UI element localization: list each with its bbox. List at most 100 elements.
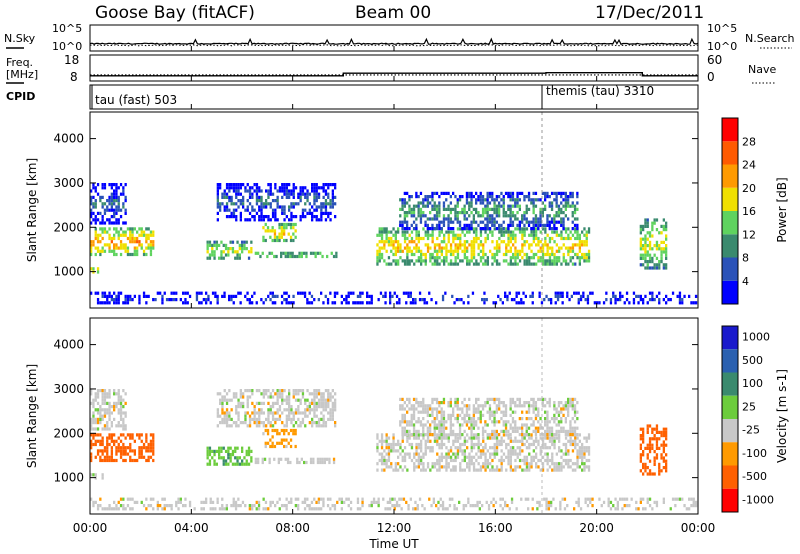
data-cell xyxy=(541,433,544,437)
data-cell xyxy=(129,433,132,437)
data-cell xyxy=(502,433,506,437)
data-cell xyxy=(453,507,456,511)
data-cell xyxy=(458,298,461,302)
data-cell xyxy=(658,260,661,264)
data-cell xyxy=(276,417,279,421)
data-cell xyxy=(417,436,420,440)
data-cell xyxy=(482,436,485,440)
data-cell xyxy=(523,401,526,405)
data-cell xyxy=(406,230,409,234)
data-cell xyxy=(99,252,102,257)
data-cell xyxy=(463,211,466,215)
data-cell xyxy=(535,462,538,466)
data-cell xyxy=(639,469,642,473)
data-cell xyxy=(397,455,400,459)
data-cell xyxy=(96,417,100,421)
data-cell xyxy=(484,227,487,231)
data-cell xyxy=(283,232,286,236)
data-cell xyxy=(408,246,411,250)
data-cell xyxy=(241,462,244,466)
data-cell xyxy=(232,186,236,190)
data-cell xyxy=(110,186,113,190)
data-cell xyxy=(390,446,393,450)
data-cell xyxy=(320,205,323,209)
data-cell xyxy=(456,449,460,453)
data-cell xyxy=(216,392,219,396)
data-cell xyxy=(564,458,568,463)
data-cell xyxy=(576,195,579,199)
data-cell xyxy=(294,408,298,412)
data-cell xyxy=(482,249,485,253)
colorbar-tick-label: -1000 xyxy=(742,493,774,506)
data-cell xyxy=(113,189,116,193)
data-cell xyxy=(574,262,577,266)
data-cell xyxy=(255,389,259,393)
data-cell xyxy=(475,207,478,211)
data-cell xyxy=(482,243,485,247)
data-cell xyxy=(222,459,225,463)
data-cell xyxy=(460,298,463,302)
data-cell xyxy=(133,449,136,453)
data-cell xyxy=(401,420,404,424)
data-cell xyxy=(94,421,97,425)
data-cell xyxy=(452,191,455,195)
data-cell xyxy=(435,191,439,195)
data-cell xyxy=(254,457,257,461)
data-cell xyxy=(467,301,470,305)
data-cell xyxy=(449,397,452,401)
data-cell xyxy=(406,423,409,427)
data-cell xyxy=(255,401,259,405)
data-cell xyxy=(264,428,267,433)
data-cell xyxy=(558,246,561,250)
data-cell xyxy=(498,207,501,211)
data-cell xyxy=(163,291,166,295)
data-cell xyxy=(644,224,647,228)
data-cell xyxy=(408,204,411,208)
data-cell xyxy=(477,246,480,250)
data-cell xyxy=(292,417,295,421)
data-cell xyxy=(96,218,100,222)
data-cell xyxy=(412,298,415,302)
data-cell xyxy=(482,452,485,456)
data-cell xyxy=(221,401,224,405)
data-cell xyxy=(96,298,100,302)
data-cell xyxy=(449,433,452,437)
data-cell xyxy=(299,411,302,415)
data-cell xyxy=(564,246,568,250)
data-cell xyxy=(486,401,489,405)
data-cell xyxy=(258,408,261,412)
data-cell xyxy=(512,252,515,257)
data-cell xyxy=(394,230,397,234)
data-cell xyxy=(182,291,185,295)
data-cell xyxy=(560,223,563,227)
data-cell xyxy=(648,446,652,450)
data-cell xyxy=(504,413,508,417)
data-cell xyxy=(560,426,563,430)
data-cell xyxy=(90,417,93,421)
data-cell xyxy=(535,465,538,469)
data-cell xyxy=(413,468,416,472)
data-cell xyxy=(387,240,391,244)
data-cell xyxy=(408,433,411,437)
data-cell xyxy=(665,430,668,434)
data-cell xyxy=(422,452,425,456)
data-cell xyxy=(401,220,404,224)
data-cell xyxy=(206,449,209,453)
freq-right-tick-top: 60 xyxy=(707,53,722,67)
data-cell xyxy=(655,440,659,444)
data-cell xyxy=(523,227,526,231)
data-cell xyxy=(550,191,554,195)
data-cell xyxy=(410,195,413,199)
data-cell xyxy=(251,301,254,305)
data-cell xyxy=(333,291,337,295)
data-cell xyxy=(145,439,148,443)
data-cell xyxy=(129,507,132,511)
data-cell xyxy=(415,449,418,453)
data-cell xyxy=(511,410,515,414)
data-cell xyxy=(406,211,409,215)
data-cell xyxy=(103,221,107,225)
data-cell xyxy=(569,246,572,250)
data-cell xyxy=(408,233,411,237)
data-cell xyxy=(508,291,511,295)
data-cell xyxy=(506,298,509,302)
